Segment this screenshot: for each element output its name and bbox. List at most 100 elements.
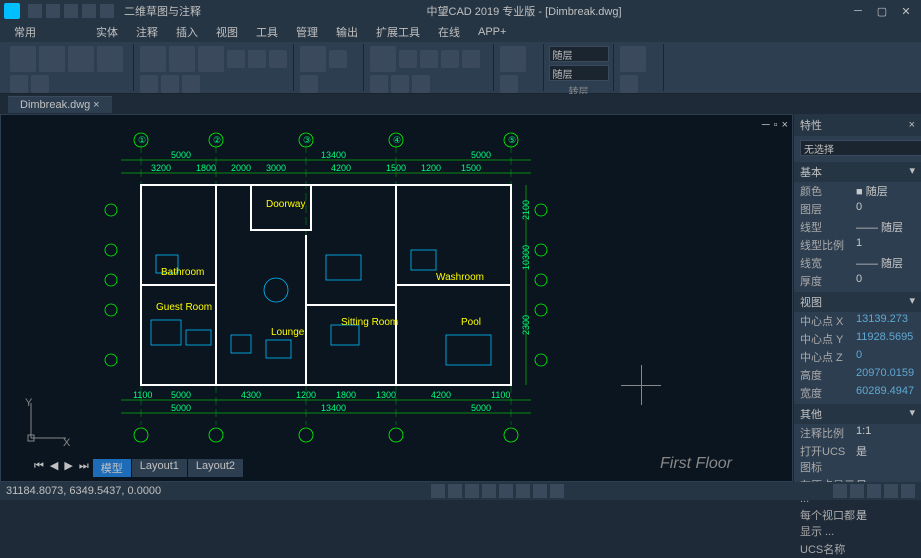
props-row[interactable]: 线宽—— 随层	[794, 254, 921, 272]
modify-tool-icon[interactable]	[269, 50, 287, 68]
qat-undo-icon[interactable]	[82, 4, 96, 18]
otrack-toggle-icon[interactable]	[516, 484, 530, 498]
doc-minimize-icon[interactable]: ─	[762, 119, 770, 131]
polyline-tool-icon[interactable]	[39, 46, 65, 72]
prop-value[interactable]: 是	[856, 507, 915, 539]
dim-tool-icon[interactable]	[329, 50, 347, 68]
color-selector[interactable]: 随层	[549, 65, 609, 81]
close-button[interactable]: ✕	[895, 3, 917, 19]
menu-item[interactable]: APP+	[470, 24, 514, 40]
menu-item[interactable]: 管理	[288, 22, 326, 42]
layout-tab[interactable]: 模型	[93, 459, 131, 477]
prop-value[interactable]: 0	[856, 273, 915, 289]
layer-tool-icon[interactable]	[370, 75, 388, 93]
qat-new-icon[interactable]	[28, 4, 42, 18]
copy-clip-icon[interactable]	[620, 75, 638, 93]
file-tab[interactable]: Dimbreak.dwg ×	[8, 96, 112, 113]
draw-tool-icon[interactable]	[10, 75, 28, 93]
layer-props-icon[interactable]	[370, 46, 396, 72]
menu-item[interactable]: 扩展工具	[368, 22, 428, 42]
workspace-mode[interactable]: 二维草图与注释	[124, 3, 201, 19]
prop-value[interactable]: ■ 随层	[856, 183, 915, 199]
props-row[interactable]: 线型比例1	[794, 236, 921, 254]
copy-tool-icon[interactable]	[169, 46, 195, 72]
layer-selector[interactable]: 随层	[549, 46, 609, 62]
menu-item[interactable]: 输出	[328, 22, 366, 42]
move-tool-icon[interactable]	[140, 46, 166, 72]
prop-value[interactable]: —— 随层	[856, 255, 915, 271]
props-row[interactable]: 线型—— 随层	[794, 218, 921, 236]
qat-redo-icon[interactable]	[100, 4, 114, 18]
prop-value[interactable]: 0	[856, 201, 915, 217]
close-tab-icon[interactable]: ×	[93, 99, 99, 111]
insert-block-icon[interactable]	[500, 46, 526, 72]
prop-value[interactable]: 1:1	[856, 425, 915, 441]
menu-item[interactable]: 工具	[248, 22, 286, 42]
qat-open-icon[interactable]	[46, 4, 60, 18]
panel-close-icon[interactable]: ×	[909, 119, 915, 131]
status-tool-icon[interactable]	[850, 484, 864, 498]
draw-tool-icon[interactable]	[31, 75, 49, 93]
ribbon-tab-active[interactable]: 常用	[6, 22, 44, 42]
snap-toggle-icon[interactable]	[431, 484, 445, 498]
layout-prev-icon[interactable]: ◀	[47, 459, 61, 473]
layer-tool-icon[interactable]	[462, 50, 480, 68]
props-section-header[interactable]: 视图▾	[794, 292, 921, 312]
menu-item[interactable]: 实体	[88, 22, 126, 42]
polar-toggle-icon[interactable]	[482, 484, 496, 498]
prop-value[interactable]: 0	[856, 349, 915, 365]
layer-tool-icon[interactable]	[399, 50, 417, 68]
layer-tool-icon[interactable]	[441, 50, 459, 68]
grid-toggle-icon[interactable]	[448, 484, 462, 498]
prop-value[interactable]: 11928.5695	[856, 331, 915, 347]
prop-value[interactable]: 是	[856, 443, 915, 475]
props-row[interactable]: 每个视口都显示 ...是	[794, 506, 921, 540]
menu-item[interactable]: 视图	[208, 22, 246, 42]
props-section-header[interactable]: 其他▾	[794, 404, 921, 424]
props-row[interactable]: 图层0	[794, 200, 921, 218]
props-row[interactable]: 中心点 Z0	[794, 348, 921, 366]
modify-tool-icon[interactable]	[227, 50, 245, 68]
selection-filter[interactable]	[800, 140, 921, 156]
prop-value[interactable]: 20970.0159	[856, 367, 915, 383]
prop-value[interactable]	[856, 541, 915, 557]
arc-tool-icon[interactable]	[97, 46, 123, 72]
stretch-tool-icon[interactable]	[198, 46, 224, 72]
layout-last-icon[interactable]: ⏭	[76, 459, 92, 473]
props-row[interactable]: 颜色■ 随层	[794, 182, 921, 200]
dim-tool-icon[interactable]	[300, 75, 318, 93]
doc-restore-icon[interactable]: ▫	[774, 119, 778, 131]
modify-tool-icon[interactable]	[161, 75, 179, 93]
osnap-toggle-icon[interactable]	[499, 484, 513, 498]
layer-tool-icon[interactable]	[420, 50, 438, 68]
paste-icon[interactable]	[620, 46, 646, 72]
menu-item[interactable]: 在线	[430, 22, 468, 42]
modify-tool-icon[interactable]	[248, 50, 266, 68]
status-tool-icon[interactable]	[884, 484, 898, 498]
layer-tool-icon[interactable]	[412, 75, 430, 93]
maximize-button[interactable]: ▢	[871, 3, 893, 19]
status-tool-icon[interactable]	[867, 484, 881, 498]
drawing-canvas[interactable]: ─▫× ①②③④⑤ 5000134005000 3200180020003000…	[0, 114, 793, 482]
line-tool-icon[interactable]	[10, 46, 36, 72]
layout-tab[interactable]: Layout1	[132, 459, 187, 477]
menu-item[interactable]: 注释	[128, 22, 166, 42]
ortho-toggle-icon[interactable]	[465, 484, 479, 498]
prop-value[interactable]: 1	[856, 237, 915, 253]
qat-save-icon[interactable]	[64, 4, 78, 18]
props-row[interactable]: 打开UCS图标是	[794, 442, 921, 476]
minimize-button[interactable]: ─	[847, 3, 869, 19]
props-row[interactable]: 中心点 Y11928.5695	[794, 330, 921, 348]
props-row[interactable]: UCS名称	[794, 540, 921, 558]
model-toggle-icon[interactable]	[550, 484, 564, 498]
layout-next-icon[interactable]: ▶	[61, 459, 75, 473]
props-row[interactable]: 厚度0	[794, 272, 921, 290]
prop-value[interactable]: —— 随层	[856, 219, 915, 235]
status-tool-icon[interactable]	[901, 484, 915, 498]
status-tool-icon[interactable]	[833, 484, 847, 498]
props-row[interactable]: 高度20970.0159	[794, 366, 921, 384]
circle-tool-icon[interactable]	[68, 46, 94, 72]
modify-tool-icon[interactable]	[182, 75, 200, 93]
layer-tool-icon[interactable]	[391, 75, 409, 93]
doc-close-icon[interactable]: ×	[782, 119, 788, 131]
